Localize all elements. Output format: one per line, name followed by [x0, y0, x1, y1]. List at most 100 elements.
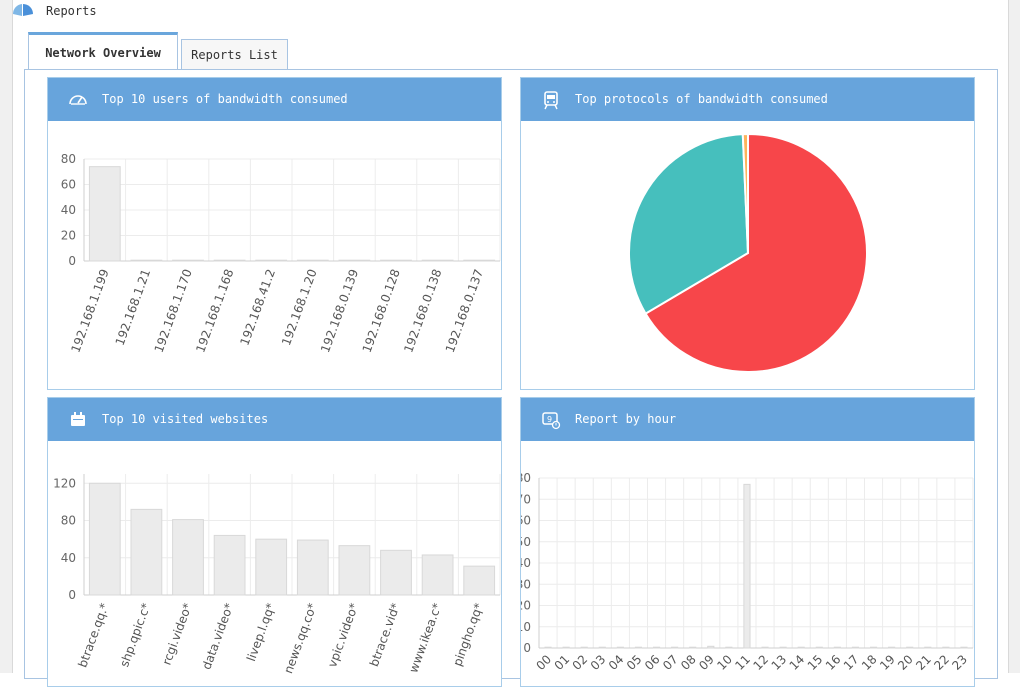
left-window-border	[0, 0, 13, 673]
scrollbar[interactable]	[1008, 0, 1020, 673]
pie-slice[interactable]	[741, 132, 749, 254]
bar[interactable]	[296, 259, 329, 262]
bar[interactable]	[797, 646, 805, 649]
x-tick-label: 192.168.1.170	[152, 267, 195, 354]
pie-slice[interactable]	[644, 132, 868, 373]
bar[interactable]	[924, 646, 932, 649]
y-tick-label: 70	[521, 492, 531, 506]
x-tick-label: data.video*	[199, 601, 236, 671]
bar[interactable]	[942, 646, 950, 649]
bar[interactable]	[380, 549, 412, 596]
y-tick-label: 40	[521, 556, 531, 570]
y-tick-label: 120	[53, 476, 76, 490]
websites-bar-chart: 0 40 80 120 btrace.qq.* shp.qpic.c* rcgi.video…	[53, 474, 501, 675]
bar[interactable]	[888, 646, 896, 649]
panel-header: Top 10 visited websites	[48, 398, 501, 441]
x-tick-label: vpic.video*	[325, 601, 361, 669]
bar[interactable]	[130, 259, 163, 262]
bar[interactable]	[172, 519, 204, 596]
bar[interactable]	[652, 646, 661, 649]
tab-label: Network Overview	[45, 45, 161, 60]
bar[interactable]	[172, 259, 204, 262]
train-icon	[544, 91, 558, 110]
bar[interactable]	[707, 645, 715, 649]
y-tick-label: 80	[61, 514, 76, 528]
bar[interactable]	[255, 538, 288, 596]
bar[interactable]	[779, 646, 787, 649]
bar[interactable]	[671, 646, 679, 649]
bar[interactable]	[616, 646, 624, 649]
y-tick-label: 20	[61, 229, 76, 243]
bar[interactable]	[463, 259, 496, 262]
y-tick-label: 80	[61, 152, 76, 166]
bar[interactable]	[463, 565, 496, 596]
x-tick-label: 23	[949, 652, 970, 673]
bar[interactable]	[960, 646, 968, 649]
tab-network-overview[interactable]: Network Overview	[28, 32, 178, 70]
panel-top-websites: Top 10 visited websites 0 40 80 120 btrace.q…	[47, 397, 502, 687]
bar[interactable]	[598, 646, 606, 649]
bar[interactable]	[634, 646, 643, 649]
tab-reports-list[interactable]: Reports List	[181, 39, 288, 69]
x-tick-label: btrace.qq.*	[75, 601, 111, 669]
x-tick-label: pingho.qq*	[450, 601, 486, 668]
bar[interactable]	[296, 539, 329, 596]
x-tick-label: 192.168.41.2	[237, 267, 278, 347]
bar[interactable]	[761, 646, 769, 649]
x-tick-label: news.qq.co*	[281, 601, 319, 675]
y-tick-label: 10	[521, 620, 531, 634]
bar[interactable]	[421, 554, 454, 596]
bar[interactable]	[380, 259, 412, 262]
bar[interactable]	[88, 482, 121, 596]
x-tick-label: 192.168.1.168	[193, 267, 236, 354]
bar[interactable]	[421, 259, 454, 262]
x-tick-label: livep.l.qq*	[244, 601, 278, 663]
bar[interactable]	[213, 534, 246, 596]
bar[interactable]	[833, 646, 841, 649]
panel-report-by-hour: 9 Report by hour 01020304050607080000102…	[520, 397, 975, 687]
bar[interactable]	[851, 646, 860, 649]
x-tick-label: rcgi.video*	[159, 601, 194, 667]
hours-bar-chart: 0102030405060708000010203040506070809101…	[521, 471, 974, 673]
y-tick-label: 20	[521, 599, 531, 613]
bar[interactable]	[562, 646, 570, 649]
x-tick-label: btrace.vid*	[367, 601, 403, 668]
bar[interactable]	[906, 646, 914, 649]
panel-title: Report by hour	[575, 412, 677, 426]
window-title: Reports	[46, 4, 97, 18]
pie-chart-icon	[12, 4, 33, 16]
panel-title: Top 10 users of bandwidth consumed	[102, 92, 348, 106]
x-tick-label: 192.168.1.20	[279, 267, 320, 347]
x-tick-label: 192.168.0.137	[443, 267, 486, 354]
x-tick-label: 192.168.1.199	[68, 267, 111, 354]
speedometer-icon	[69, 95, 87, 105]
bar[interactable]	[544, 646, 552, 649]
bar[interactable]	[88, 166, 121, 262]
y-tick-label: 0	[68, 254, 76, 268]
bar[interactable]	[743, 483, 751, 649]
bar[interactable]	[213, 259, 246, 262]
pie-slice[interactable]	[628, 133, 750, 315]
bar[interactable]	[689, 646, 697, 649]
y-tick-label: 0	[523, 641, 531, 655]
y-tick-label: 80	[521, 471, 531, 485]
y-tick-label: 40	[61, 203, 76, 217]
y-tick-label: 50	[521, 535, 531, 549]
bar[interactable]	[255, 259, 288, 262]
x-tick-label: 192.168.1.21	[113, 267, 154, 347]
bar[interactable]	[130, 508, 163, 596]
y-tick-label: 30	[521, 577, 531, 591]
bar[interactable]	[580, 646, 588, 649]
panel-header: 9 Report by hour	[521, 398, 974, 441]
bar[interactable]	[338, 545, 371, 596]
y-tick-label: 60	[521, 514, 531, 528]
panel-header: Top 10 users of bandwidth consumed	[48, 78, 501, 121]
svg-text:9: 9	[547, 415, 552, 424]
calendar-icon	[71, 412, 85, 426]
panel-title: Top 10 visited websites	[102, 412, 269, 426]
bar[interactable]	[815, 646, 823, 649]
y-tick-label: 60	[61, 178, 76, 192]
bar[interactable]	[869, 646, 878, 649]
bar[interactable]	[338, 259, 371, 262]
bar[interactable]	[725, 646, 733, 649]
